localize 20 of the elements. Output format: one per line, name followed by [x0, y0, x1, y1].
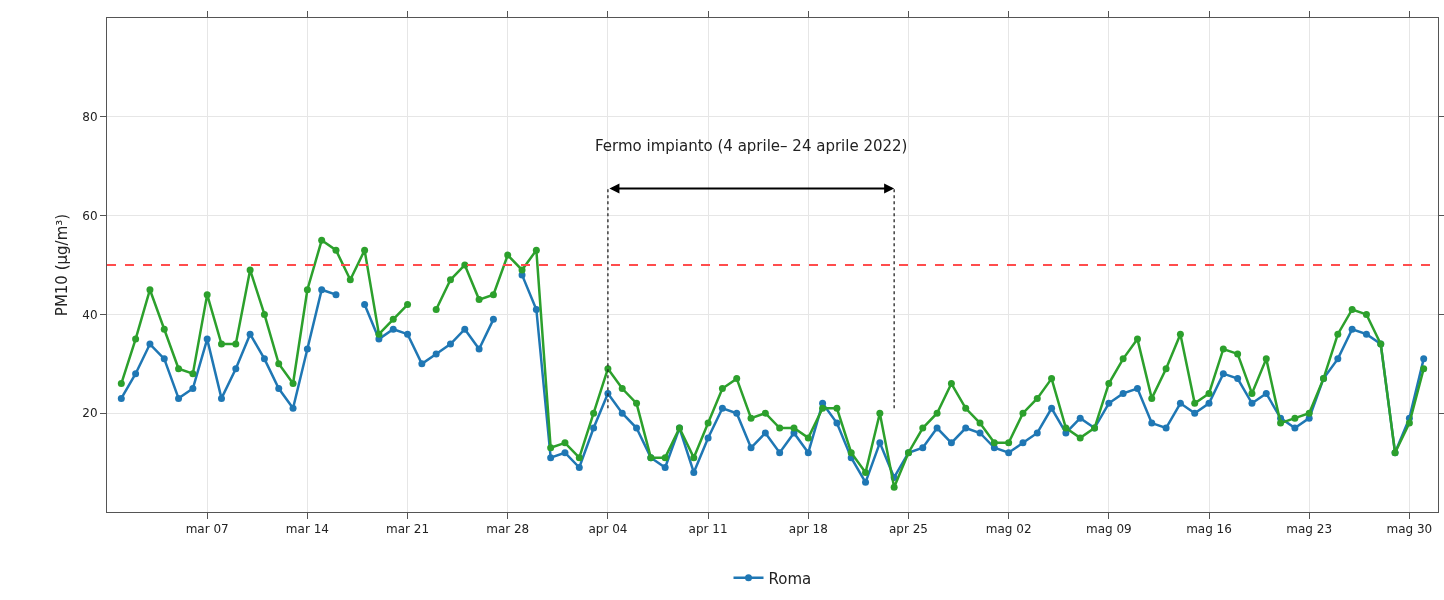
- y-axis-title: PM10 (µg/m³): [53, 213, 71, 317]
- y-tick-label: 80: [82, 110, 98, 124]
- y-tick-label: 20: [82, 406, 98, 421]
- x-tick-label: apr 25: [888, 522, 928, 537]
- x-tick-label: mag 02: [985, 522, 1032, 537]
- x-tick-label: mar 14: [285, 522, 329, 537]
- x-tick-label: apr 18: [788, 522, 828, 537]
- x-tick-label: mar 21: [386, 522, 430, 537]
- x-tick-label: apr 11: [688, 522, 728, 537]
- x-tick-label: mag 30: [1386, 522, 1433, 537]
- x-tick-label: mar 07: [185, 522, 229, 537]
- y-tick-label: 60: [82, 208, 98, 223]
- x-tick-label: apr 04: [588, 522, 628, 537]
- legend-label: Roma: [768, 569, 812, 588]
- y-tick-label: 40: [82, 307, 98, 322]
- x-tick-label: mag 09: [1085, 522, 1132, 537]
- x-tick-label: mag 23: [1286, 522, 1333, 537]
- annotation: Fermo impianto (4 aprile– 24 aprile 2022): [595, 137, 908, 155]
- x-tick-label: mag 16: [1186, 522, 1232, 537]
- x-tick-label: mar 28: [486, 522, 530, 537]
